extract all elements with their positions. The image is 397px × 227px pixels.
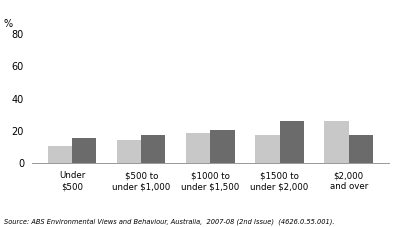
Bar [72, 138, 96, 163]
Bar [186, 133, 210, 163]
Bar [117, 140, 141, 163]
Bar [324, 121, 349, 163]
Bar [210, 130, 235, 163]
Bar [279, 121, 304, 163]
Bar [141, 135, 166, 163]
Bar [349, 135, 373, 163]
Bar [48, 146, 72, 163]
Bar [255, 135, 279, 163]
Text: Source: ABS Environmental Views and Behaviour, Australia,  2007-08 (2nd Issue)  : Source: ABS Environmental Views and Beha… [4, 218, 334, 225]
Text: %: % [3, 19, 12, 29]
